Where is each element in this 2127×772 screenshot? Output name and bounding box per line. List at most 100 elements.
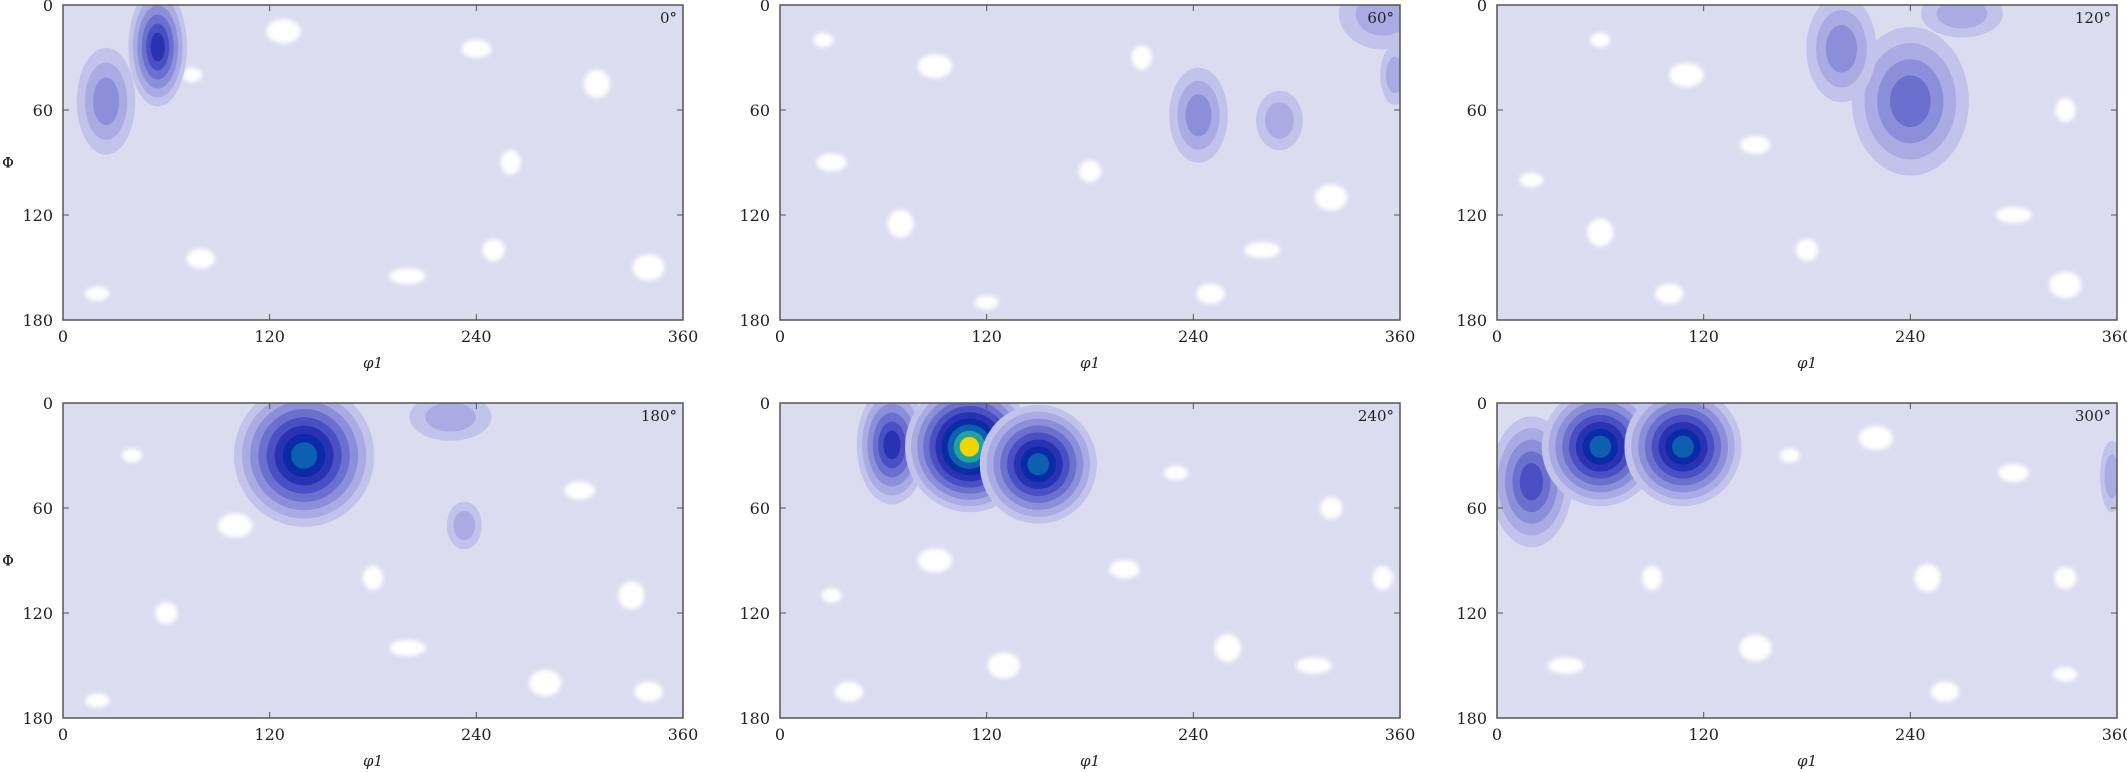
contour-level-2	[425, 403, 476, 432]
low-density-region	[1295, 657, 1332, 674]
y-tick-label: 180	[22, 709, 53, 728]
intensity-peak	[856, 403, 928, 505]
low-density-region	[821, 588, 842, 603]
x-tick-label: 0	[1492, 327, 1502, 346]
y-axis-label: Φ	[2, 156, 13, 172]
intensity-peak	[76, 47, 136, 155]
low-density-region	[1740, 136, 1771, 154]
x-tick-label: 120	[254, 725, 285, 744]
y-axis-label: Φ	[2, 554, 13, 570]
plot-frame	[779, 402, 1401, 719]
contour-level-2	[1385, 56, 1400, 94]
pole-figure-panel-3: 0 120 240 360 0 60 120 180 φ1 Φ 180°	[2, 394, 699, 770]
plot-frame	[62, 402, 684, 719]
low-density-region	[1320, 497, 1343, 519]
low-density-region	[1079, 160, 1101, 183]
low-density-region	[634, 681, 663, 702]
x-tick-label: 120	[971, 327, 1002, 346]
contour-level-2	[1936, 5, 1988, 29]
contour-level-5	[1519, 463, 1544, 501]
plot-area	[780, 403, 1400, 718]
low-density-region	[461, 39, 492, 58]
pole-figure-panel-1: 0 120 240 360 0 60 120 180 φ1 Φ 60°	[2, 0, 1415, 372]
low-density-region	[918, 548, 952, 573]
contour-level-6	[150, 32, 165, 62]
x-tick-label: 0	[775, 725, 785, 744]
contour-level-2	[1355, 5, 1400, 36]
x-axis-label: φ1	[363, 354, 383, 372]
plot-frame	[1496, 402, 2118, 719]
x-tick-label: 240	[1895, 327, 1926, 346]
x-tick-label: 240	[1178, 327, 1209, 346]
low-density-region	[85, 693, 110, 708]
intensity-peak	[128, 5, 187, 107]
low-density-region	[1642, 566, 1662, 590]
y-tick-label: 60	[1467, 101, 1487, 120]
contour-level-3	[1185, 94, 1212, 137]
pole-figure-panel-2: 0 120 240 360 0 60 120 180 φ1 Φ 120°	[2, 0, 2127, 372]
x-tick-label: 120	[1688, 725, 1719, 744]
low-density-region	[482, 239, 505, 261]
x-axis-label: φ1	[1797, 752, 1817, 770]
y-tick-label: 120	[1456, 604, 1487, 623]
intensity-peak	[1624, 403, 1742, 507]
contour-level-4	[1889, 75, 1931, 128]
plot-area	[63, 5, 683, 320]
plot-area	[1497, 5, 2117, 320]
contour-level-3	[93, 77, 120, 126]
low-density-region	[618, 581, 645, 610]
x-tick-label: 240	[1895, 725, 1926, 744]
low-density-region	[918, 54, 952, 79]
y-tick-label: 180	[739, 709, 770, 728]
x-tick-label: 0	[1492, 725, 1502, 744]
contour-level-3	[1825, 24, 1858, 73]
x-axis-label: φ1	[363, 752, 383, 770]
low-density-region	[2054, 567, 2077, 589]
y-tick-label: 120	[22, 206, 53, 225]
low-density-region	[1655, 283, 1684, 304]
section-angle-label: 240°	[1358, 407, 1394, 425]
intensity-peak	[2100, 440, 2117, 513]
low-density-region	[266, 19, 301, 44]
y-tick-label: 0	[1477, 0, 1487, 15]
low-density-region	[1779, 448, 1800, 463]
y-tick-label: 60	[1467, 499, 1487, 518]
intensity-peak	[1338, 5, 1400, 50]
y-axis-label: Φ	[2, 156, 13, 172]
plot-frame	[779, 4, 1401, 321]
pole-figure-panel-0: 0 120 240 360 0 60 120 180 φ1 Φ 0°	[2, 0, 698, 372]
low-density-region	[1519, 173, 1544, 187]
x-tick-label: 360	[668, 725, 699, 744]
low-density-region	[121, 448, 142, 463]
low-density-region	[813, 33, 834, 47]
low-density-region	[632, 254, 665, 281]
y-tick-label: 120	[22, 604, 53, 623]
pole-figure-panel-5: 0 120 240 360 0 60 120 180 φ1 Φ 300°	[2, 394, 2127, 770]
low-density-region	[1590, 33, 1611, 47]
low-density-region	[363, 566, 383, 590]
y-tick-label: 120	[1456, 206, 1487, 225]
y-tick-label: 0	[760, 394, 770, 413]
contour-level-6	[883, 430, 901, 460]
y-tick-label: 0	[43, 0, 53, 15]
y-tick-label: 180	[1456, 709, 1487, 728]
section-angle-label: 0°	[660, 9, 677, 27]
low-density-region	[1315, 184, 1348, 211]
y-tick-label: 0	[760, 0, 770, 15]
low-density-region	[887, 209, 914, 238]
low-density-region	[2049, 272, 2082, 298]
section-angle-label: 120°	[2075, 9, 2111, 27]
x-tick-label: 0	[58, 725, 68, 744]
section-angle-label: 60°	[1367, 9, 1394, 27]
intensity-peak	[1256, 90, 1303, 151]
intensity-peak	[1806, 5, 1877, 103]
y-axis-label: Φ	[2, 554, 13, 570]
y-tick-label: 180	[1456, 311, 1487, 330]
plot-area	[63, 403, 683, 718]
low-density-region	[1244, 242, 1281, 258]
low-density-region	[2055, 98, 2076, 122]
intensity-peak	[1851, 26, 1969, 176]
low-density-region	[1995, 207, 2032, 223]
contour-level-8	[291, 442, 318, 469]
